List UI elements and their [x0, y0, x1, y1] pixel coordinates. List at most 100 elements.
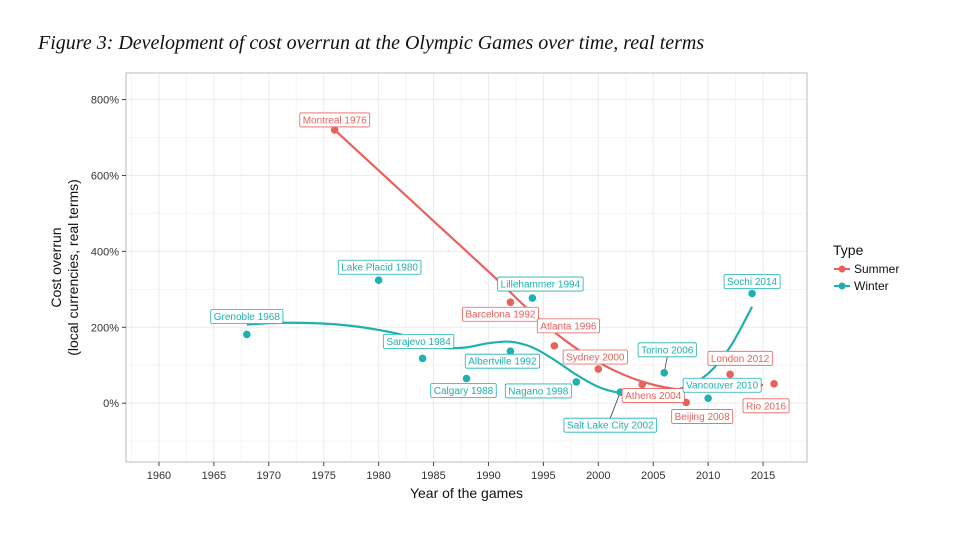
point-label-text: Calgary 1988	[434, 386, 494, 397]
y-axis-title-line2: (local currencies, real terms)	[65, 179, 81, 356]
y-tick-label: 0%	[103, 398, 119, 410]
data-point	[330, 126, 339, 134]
point-label-text: Albertville 1992	[468, 357, 537, 368]
point-label-box	[299, 112, 371, 128]
data-point	[374, 276, 383, 285]
x-tick-label: 1995	[531, 470, 555, 482]
point-label-text: Lillehammer 1994	[501, 280, 581, 291]
point-label: Calgary 1988	[430, 383, 497, 398]
point-label: Barcelona 1992	[462, 306, 539, 322]
point-label: Lake Placid 1980	[337, 259, 422, 275]
y-tick-label: 200%	[91, 322, 119, 334]
data-point	[660, 369, 669, 377]
x-tick-label: 2015	[751, 470, 775, 482]
data-points	[243, 126, 778, 407]
point-label-box	[682, 377, 762, 393]
point-label-text: Sydney 2000	[566, 353, 625, 364]
point-label-text: Sarajevo 1984	[386, 337, 451, 348]
legend-label: Winter	[854, 279, 889, 293]
y-tick-label: 400%	[91, 246, 119, 258]
point-label: Montreal 1976	[299, 112, 371, 128]
data-point	[770, 380, 778, 388]
data-point	[418, 354, 427, 363]
point-label: Torino 2006	[637, 342, 697, 358]
point-label: Lillehammer 1994	[497, 276, 584, 292]
point-label-text: Montreal 1976	[303, 115, 367, 126]
x-tick-label: 1980	[366, 470, 390, 482]
point-label: London 2012	[707, 350, 773, 366]
x-tick-label: 1960	[147, 470, 171, 482]
point-label: Vancouver 2010	[682, 377, 762, 393]
point-label-box	[707, 350, 773, 366]
x-tick-label: 1970	[257, 470, 281, 482]
x-tick-label: 1965	[202, 470, 226, 482]
point-label-box	[742, 398, 790, 414]
data-point	[462, 374, 471, 383]
data-point	[243, 330, 251, 339]
y-tick-label: 800%	[91, 95, 119, 107]
y-tick-label: 600%	[91, 170, 119, 182]
axes: 1960 1965 1970 1975 1980 1985 1990 1995 2000 2005…	[91, 95, 775, 482]
label-connector	[609, 392, 621, 419]
point-label-box	[382, 333, 455, 349]
data-point	[594, 365, 603, 373]
legend-title: Type	[833, 242, 864, 258]
data-point	[506, 347, 515, 355]
data-point	[704, 394, 712, 403]
point-label: Sydney 2000	[562, 349, 628, 365]
point-label-text: Torino 2006	[641, 345, 694, 356]
point-label: Beijing 2008	[671, 409, 734, 424]
point-label: Atlanta 1996	[536, 318, 600, 334]
point-label-text: Vancouver 2010	[686, 381, 759, 392]
point-label-box	[497, 276, 584, 292]
point-label-text: Rio 2016	[746, 401, 786, 412]
legend-label: Summer	[854, 262, 899, 276]
y-axis-title-line1: Cost overrun	[48, 227, 64, 307]
point-label: Salt Lake City 2002	[563, 417, 658, 433]
point-label: Grenoble 1968	[210, 309, 284, 324]
x-tick-label: 2005	[641, 470, 665, 482]
point-label-text: Salt Lake City 2002	[567, 421, 654, 432]
point-label-text: Grenoble 1968	[214, 312, 281, 323]
legend: Type Summer Winter	[833, 242, 899, 293]
label-connectors	[609, 356, 668, 419]
point-label-text: Atlanta 1996	[540, 321, 597, 332]
point-label: Albertville 1992	[464, 353, 541, 369]
point-label-box	[723, 274, 781, 289]
point-label: Sarajevo 1984	[382, 333, 455, 349]
data-point	[726, 370, 734, 379]
data-point	[528, 294, 537, 302]
point-label-text: Nagano 1998	[508, 386, 568, 397]
point-label-box	[504, 383, 572, 399]
point-label: Nagano 1998	[504, 383, 572, 399]
x-tick-label: 1990	[476, 470, 500, 482]
data-point	[550, 342, 559, 350]
point-label-text: Sochi 2014	[727, 277, 777, 288]
point-label-box	[671, 409, 734, 424]
data-point	[506, 298, 515, 307]
x-tick-label: 1975	[311, 470, 335, 482]
point-label-text: London 2012	[711, 354, 770, 365]
x-tick-label: 2000	[586, 470, 610, 482]
point-label-text: Athens 2004	[625, 391, 682, 402]
point-label-box	[210, 309, 284, 324]
point-labels: Montreal 1976 Barcelona 1992 Atlanta 1996 S…	[210, 112, 790, 433]
point-label-box	[462, 306, 539, 322]
point-label-box	[621, 388, 685, 403]
point-label: Sochi 2014	[723, 274, 781, 289]
point-label-box	[430, 383, 497, 398]
legend-key-dot	[838, 265, 846, 273]
legend-key-dot	[838, 282, 846, 290]
point-label-box	[562, 349, 628, 365]
point-label: Rio 2016	[742, 398, 790, 414]
x-tick-label: 1985	[421, 470, 445, 482]
x-tick-label: 2010	[696, 470, 720, 482]
figure-title: Figure 3: Development of cost overrun at…	[38, 32, 705, 54]
grid	[126, 73, 807, 462]
point-label-text: Beijing 2008	[675, 412, 730, 423]
x-axis-title: Year of the games	[410, 485, 523, 501]
data-point	[748, 289, 756, 298]
point-label-box	[536, 318, 600, 334]
point-label-box	[337, 259, 422, 275]
